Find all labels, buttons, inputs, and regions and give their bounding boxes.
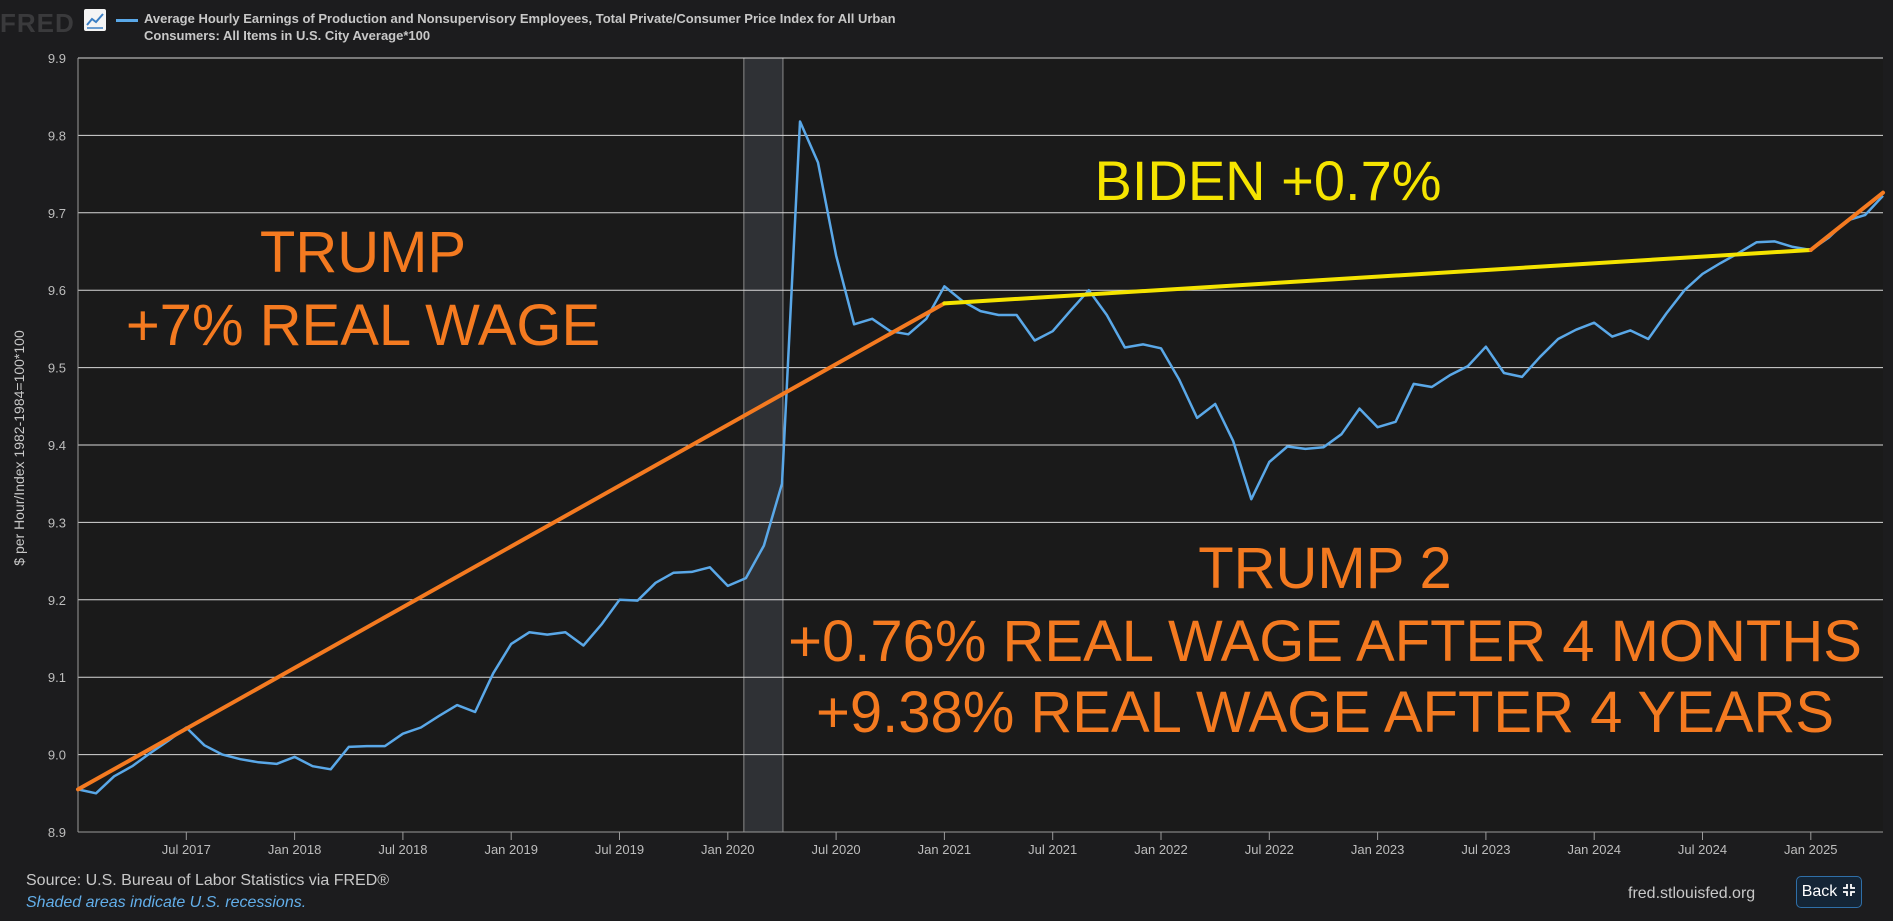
series-line	[77, 120, 1884, 795]
x-tick-label: Jul 2022	[1245, 842, 1294, 857]
annotation-trump-title: TRUMP	[260, 220, 466, 285]
annotation-trump2-line1: +0.76% REAL WAGE AFTER 4 MONTHS	[788, 609, 1862, 674]
recession-note: Shaded areas indicate U.S. recessions.	[26, 894, 307, 911]
x-tick-label: Jul 2021	[1028, 842, 1077, 857]
x-tick-label: Jan 2024	[1567, 842, 1621, 857]
y-tick-label: 9.6	[48, 283, 66, 298]
fred-logo: FRED	[0, 8, 75, 38]
annotation-trump-sub: +7% REAL WAGE	[126, 293, 600, 358]
trump-trend-line	[76, 301, 947, 792]
y-tick-label: 9.9	[48, 51, 66, 66]
y-tick-label: 9.0	[48, 748, 66, 763]
y-tick-label: 9.3	[48, 515, 66, 530]
y-tick-label: 9.5	[48, 361, 66, 376]
back-button-label: Back	[1801, 883, 1838, 900]
x-tick-label: Jul 2019	[595, 842, 644, 857]
x-tick-label: Jan 2023	[1351, 842, 1405, 857]
biden-trend-line	[942, 247, 1813, 306]
chart-legend: Average Hourly Earnings of Production an…	[116, 10, 944, 44]
x-tick-label: Jan 2018	[268, 842, 322, 857]
back-button[interactable]: Back	[1796, 876, 1862, 908]
x-tick-label: Jul 2017	[162, 842, 211, 857]
y-tick-label: 8.9	[48, 825, 66, 840]
y-tick-label: 9.4	[48, 438, 66, 453]
graph-icon[interactable]	[84, 9, 106, 31]
legend-swatch	[116, 19, 138, 22]
y-tick-label: 9.2	[48, 593, 66, 608]
x-tick-label: Jan 2020	[701, 842, 755, 857]
x-tick-label: Jul 2023	[1461, 842, 1510, 857]
x-tick-label: Jul 2024	[1678, 842, 1727, 857]
x-tick-label: Jul 2018	[378, 842, 427, 857]
x-tick-label: Jul 2020	[812, 842, 861, 857]
collapse-icon	[1842, 883, 1856, 902]
x-tick-label: Jan 2025	[1784, 842, 1838, 857]
annotation-trump2-title: TRUMP 2	[1198, 536, 1452, 601]
y-tick-label: 9.7	[48, 206, 66, 221]
annotation-biden: BIDEN +0.7%	[1094, 149, 1441, 212]
annotation-trump2-line2: +9.38% REAL WAGE AFTER 4 YEARS	[816, 680, 1834, 745]
x-tick-label: Jan 2022	[1134, 842, 1188, 857]
y-tick-label: 9.8	[48, 128, 66, 143]
fred-url-link[interactable]: fred.stlouisfed.org	[1628, 885, 1756, 902]
x-tick-label: Jan 2021	[918, 842, 972, 857]
y-tick-label: 9.1	[48, 670, 66, 685]
x-tick-label: Jan 2019	[484, 842, 538, 857]
trump2-trend-line	[1808, 190, 1885, 252]
source-note: Source: U.S. Bureau of Labor Statistics …	[26, 872, 390, 889]
line-chart: 8.9 9.0 9.1 9.2 9.3 9.4 9.5 9.6 9.7 9.8 9.9 Jul 201…	[11, 51, 1885, 857]
footer: Source: U.S. Bureau of Labor Statistics …	[26, 870, 389, 914]
legend-label: Average Hourly Earnings of Production an…	[144, 11, 896, 43]
y-axis-label: $ per Hour/Index 1982-1984=100*100	[11, 330, 27, 566]
